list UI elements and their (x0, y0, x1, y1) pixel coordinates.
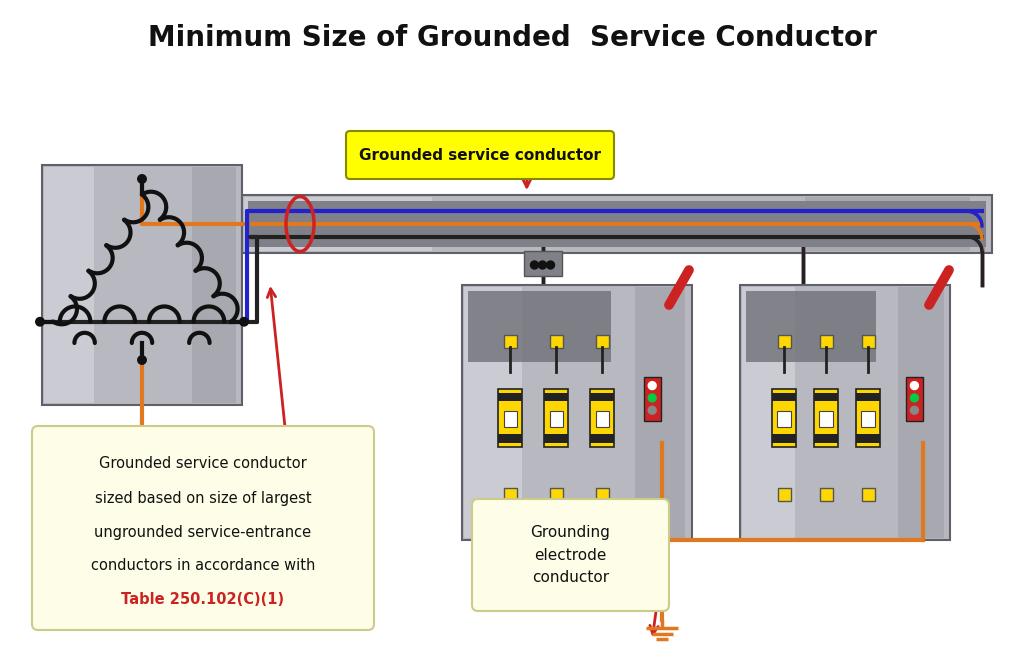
FancyBboxPatch shape (861, 488, 874, 500)
FancyBboxPatch shape (856, 434, 880, 443)
FancyBboxPatch shape (777, 488, 791, 500)
Circle shape (539, 261, 547, 269)
FancyBboxPatch shape (504, 334, 517, 348)
FancyBboxPatch shape (819, 410, 833, 427)
Circle shape (547, 261, 555, 269)
FancyBboxPatch shape (462, 285, 692, 540)
Circle shape (648, 394, 656, 402)
FancyBboxPatch shape (819, 488, 833, 500)
Circle shape (240, 317, 248, 326)
FancyBboxPatch shape (746, 291, 877, 362)
Circle shape (910, 381, 919, 389)
Text: Grounded service conductor: Grounded service conductor (99, 457, 307, 471)
FancyBboxPatch shape (772, 389, 796, 447)
FancyBboxPatch shape (464, 287, 521, 538)
FancyBboxPatch shape (814, 393, 838, 401)
FancyBboxPatch shape (906, 377, 923, 421)
FancyBboxPatch shape (248, 201, 986, 247)
Circle shape (648, 381, 656, 389)
Text: Grounded service conductor: Grounded service conductor (359, 147, 601, 163)
FancyBboxPatch shape (590, 434, 614, 443)
FancyBboxPatch shape (472, 499, 669, 611)
FancyBboxPatch shape (856, 393, 880, 401)
FancyBboxPatch shape (346, 131, 614, 179)
FancyBboxPatch shape (596, 410, 609, 427)
FancyBboxPatch shape (244, 197, 431, 251)
Circle shape (910, 407, 919, 414)
FancyBboxPatch shape (550, 410, 563, 427)
FancyBboxPatch shape (861, 410, 874, 427)
FancyBboxPatch shape (32, 426, 374, 630)
Circle shape (138, 356, 146, 364)
FancyBboxPatch shape (596, 334, 609, 348)
Text: Minimum Size of Grounded  Service Conductor: Minimum Size of Grounded Service Conduct… (147, 24, 877, 52)
Circle shape (138, 175, 146, 183)
FancyBboxPatch shape (819, 334, 833, 348)
FancyBboxPatch shape (590, 393, 614, 401)
Text: conductors in accordance with: conductors in accordance with (91, 559, 315, 574)
Text: Table 250.102(C)(1): Table 250.102(C)(1) (122, 592, 285, 607)
Text: sized based on size of largest: sized based on size of largest (94, 490, 311, 506)
FancyBboxPatch shape (897, 287, 944, 538)
FancyBboxPatch shape (777, 410, 791, 427)
FancyBboxPatch shape (550, 334, 563, 348)
FancyBboxPatch shape (772, 393, 796, 401)
FancyBboxPatch shape (814, 389, 838, 447)
FancyBboxPatch shape (861, 334, 874, 348)
FancyBboxPatch shape (44, 167, 94, 403)
FancyBboxPatch shape (242, 195, 992, 253)
FancyBboxPatch shape (777, 334, 791, 348)
FancyBboxPatch shape (504, 410, 517, 427)
Text: ungrounded service-entrance: ungrounded service-entrance (94, 524, 311, 539)
FancyBboxPatch shape (499, 393, 522, 401)
Circle shape (36, 317, 44, 326)
FancyBboxPatch shape (635, 287, 685, 538)
FancyBboxPatch shape (590, 389, 614, 447)
Circle shape (530, 261, 539, 269)
FancyBboxPatch shape (740, 285, 950, 540)
FancyBboxPatch shape (545, 434, 568, 443)
FancyBboxPatch shape (856, 389, 880, 447)
FancyBboxPatch shape (644, 377, 660, 421)
FancyBboxPatch shape (742, 287, 795, 538)
FancyBboxPatch shape (545, 389, 568, 447)
FancyBboxPatch shape (499, 389, 522, 447)
FancyBboxPatch shape (772, 434, 796, 443)
FancyBboxPatch shape (523, 251, 561, 276)
FancyBboxPatch shape (468, 291, 610, 362)
Text: Grounding
electrode
conductor: Grounding electrode conductor (530, 525, 610, 585)
FancyBboxPatch shape (805, 197, 970, 251)
FancyBboxPatch shape (550, 488, 563, 500)
Circle shape (648, 407, 656, 414)
FancyBboxPatch shape (42, 165, 242, 405)
FancyBboxPatch shape (193, 167, 236, 403)
FancyBboxPatch shape (504, 488, 517, 500)
Circle shape (910, 394, 919, 402)
FancyBboxPatch shape (499, 434, 522, 443)
FancyBboxPatch shape (814, 434, 838, 443)
FancyBboxPatch shape (545, 393, 568, 401)
FancyBboxPatch shape (596, 488, 609, 500)
